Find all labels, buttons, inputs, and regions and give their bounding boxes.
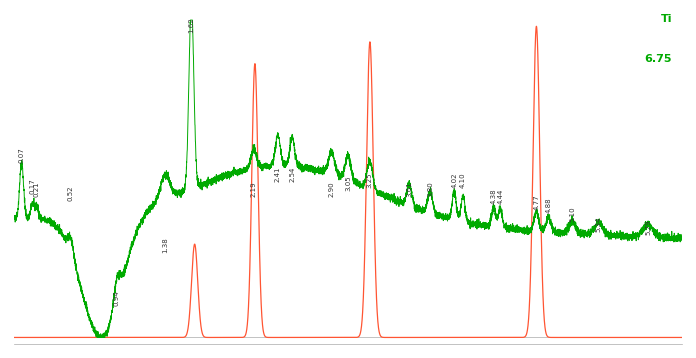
Text: Ti: Ti: [661, 14, 672, 24]
Text: 2.90: 2.90: [329, 182, 335, 197]
Text: 1.62: 1.62: [189, 17, 194, 33]
Text: 3.25: 3.25: [367, 173, 373, 188]
Text: 4.77: 4.77: [533, 194, 539, 210]
Text: 4.02: 4.02: [451, 173, 457, 188]
Text: 2.19: 2.19: [251, 182, 257, 197]
Text: 3.05: 3.05: [345, 175, 351, 191]
Text: 2.54: 2.54: [289, 166, 295, 182]
Text: 5.10: 5.10: [569, 207, 576, 222]
Text: 2.41: 2.41: [275, 166, 281, 182]
Text: 0.07: 0.07: [19, 147, 24, 163]
Text: 6.75: 6.75: [644, 54, 672, 64]
Text: 0.21: 0.21: [34, 182, 40, 197]
Text: 5.79: 5.79: [645, 219, 651, 235]
Text: 0.94: 0.94: [114, 291, 120, 306]
Text: 0.17: 0.17: [29, 179, 35, 194]
Text: 4.44: 4.44: [497, 188, 503, 204]
Text: 0.52: 0.52: [68, 185, 74, 200]
Text: 4.38: 4.38: [491, 188, 497, 204]
Text: 1.38: 1.38: [162, 238, 168, 253]
Text: 4.10: 4.10: [460, 173, 466, 188]
Text: 4.88: 4.88: [546, 197, 551, 213]
Text: 3.61: 3.61: [406, 182, 412, 197]
Text: 5.34: 5.34: [596, 216, 602, 232]
Text: 3.80: 3.80: [427, 182, 433, 197]
